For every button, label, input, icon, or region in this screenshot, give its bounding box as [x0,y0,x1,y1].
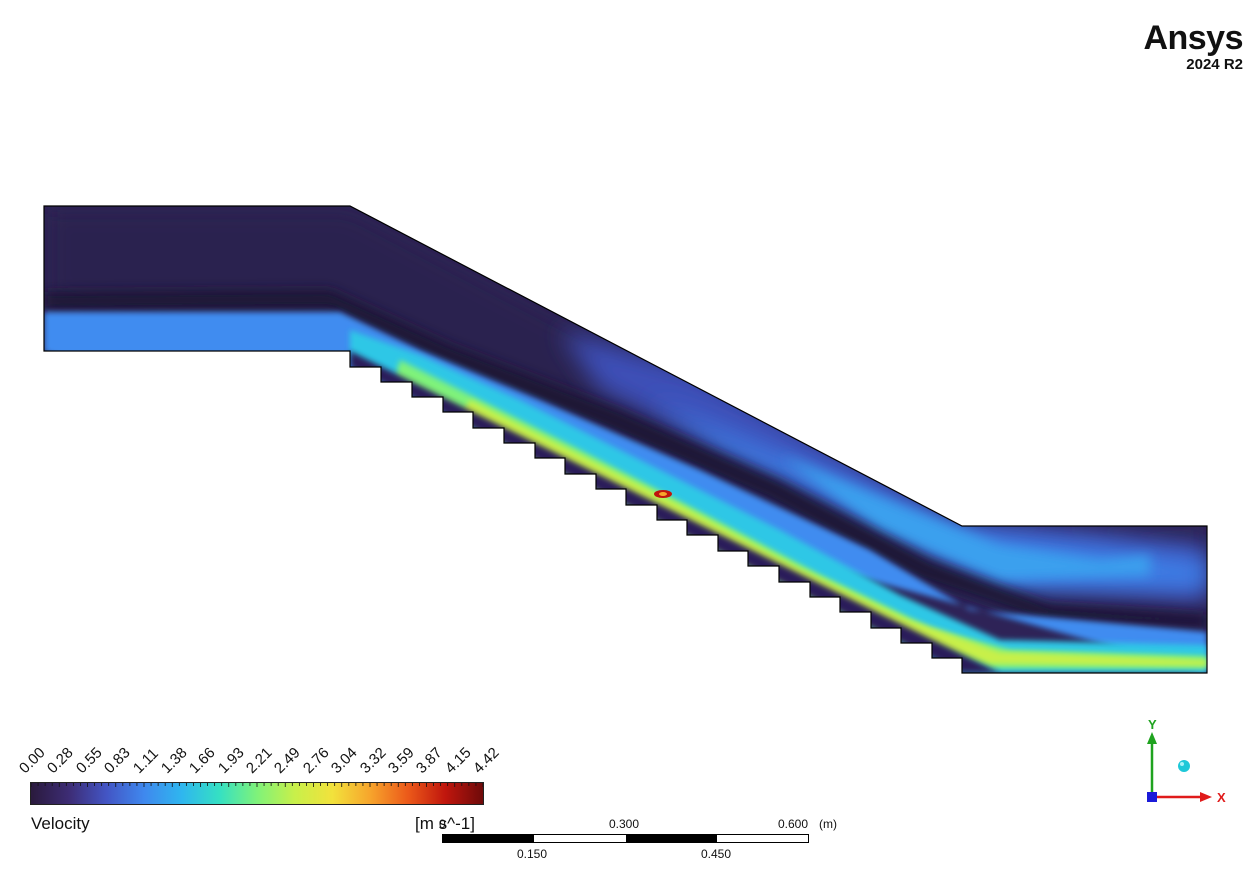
brand-version: 2024 R2 [1186,56,1243,73]
scale-label-zero: 0 [439,817,446,831]
brand-name: Ansys [1143,19,1243,57]
legend-tick-label: 3.87 [413,744,446,777]
legend-tick-label: 1.11 [129,745,162,777]
legend-tick-label: 3.59 [384,744,418,777]
legend-tick-label: 0.28 [44,744,78,777]
legend-tick-label: 2.21 [242,744,276,777]
legend-tick-label: 0.83 [101,744,134,777]
legend-color-bar [30,782,484,805]
legend-title: Velocity [31,814,90,833]
legend-tick-label: 1.93 [214,744,248,777]
triad-x-label: X [1217,790,1226,805]
scale-unit: (m) [819,817,837,831]
ansys-logo: Ansys 2024 R2 [1143,20,1243,74]
scale-label-0-150: 0.150 [517,847,548,861]
triad-y-label: Y [1148,717,1157,732]
axis-triad[interactable]: Y X [1138,712,1228,812]
legend-tick-label: 3.04 [328,744,361,777]
legend-tick-label: 1.66 [186,744,219,777]
legend-unit: [m s^-1] [415,814,475,833]
scale-label-0-600: 0.600 [778,817,809,831]
legend-tick-label: 1.38 [157,744,191,777]
contour-field [44,206,1207,673]
legend-tick-label: 4.15 [441,744,475,777]
legend-tick-label: 3.32 [356,744,390,777]
legend-tick-label: 2.76 [299,744,333,777]
triad-view-sphere [1178,760,1190,772]
legend-tick-label: 2.49 [271,744,305,777]
scale-label-0-300: 0.300 [609,817,640,831]
domain-outline [43,205,1208,674]
triad-origin [1147,792,1157,802]
legend-tick-labels: 0.00 0.28 0.55 0.83 1.11 1.38 1.66 1.93 2.21 2.49… [16,730,503,782]
legend-tick-label: 0.55 [72,744,106,777]
legend-minor-ticks [31,783,483,787]
scale-label-0-450: 0.450 [701,847,732,861]
scale-bar [442,834,809,843]
